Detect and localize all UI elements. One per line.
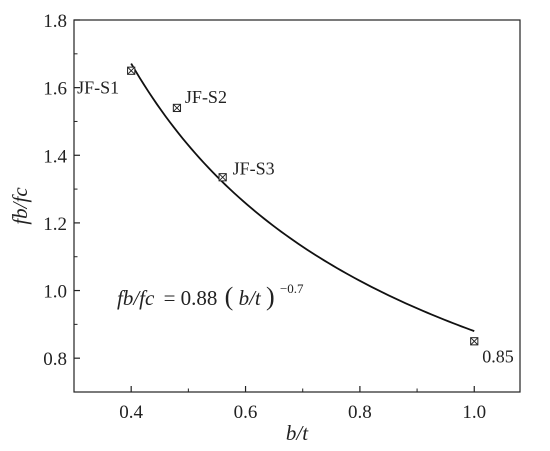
data-point-cross [173, 104, 181, 112]
data-point-label: JF-S1 [77, 78, 119, 98]
x-tick-label: 0.8 [348, 402, 372, 423]
data-point-label: JF-S3 [233, 158, 275, 178]
data-point-label: JF-S2 [185, 87, 227, 107]
data-points: JF-S1 JF-S2 JF-S3 0.85 [77, 66, 514, 366]
y-tick-label: 0.8 [43, 349, 67, 370]
x-tick-label: 0.6 [234, 402, 258, 423]
x-axis-label: b/t [286, 421, 309, 445]
y-tick-label: 1.8 [43, 11, 67, 32]
data-point: 0.85 [470, 337, 514, 366]
data-point-cross [127, 66, 136, 75]
y-tick-label: 1.6 [43, 79, 67, 100]
fit-equation: fb/fc = 0.88 ( b/t ) −0.7 [117, 281, 304, 311]
fit-curve [130, 63, 475, 332]
data-point: JF-S2 [172, 87, 227, 113]
data-point-label: 0.85 [482, 346, 514, 366]
y-tick-label: 1.0 [43, 282, 67, 303]
y-axis-ticks: 0.8 1.0 1.2 1.4 1.6 1.8 [43, 11, 80, 370]
data-point: JF-S1 [77, 66, 136, 98]
y-tick-label: 1.4 [43, 146, 67, 167]
y-axis-label: fb/fc [8, 187, 32, 225]
data-point-cross [218, 173, 227, 182]
x-axis-ticks: 0.4 0.6 0.8 1.0 [119, 386, 486, 423]
x-tick-label: 0.4 [119, 402, 143, 423]
x-tick-label: 1.0 [462, 402, 486, 423]
plot-area-frame [73, 19, 521, 393]
y-tick-label: 1.2 [43, 214, 67, 235]
data-point-cross [470, 337, 479, 346]
data-point: JF-S3 [218, 158, 275, 182]
